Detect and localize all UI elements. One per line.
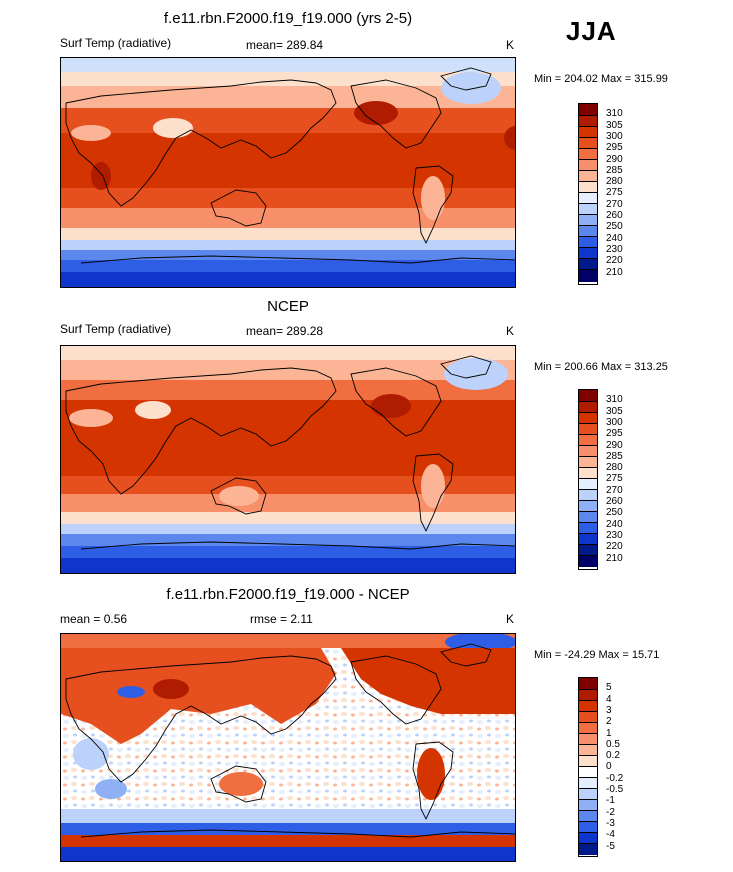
panel3-colorbar-tick: -4 (606, 829, 615, 840)
panel1-variable: Surf Temp (radiative) (60, 36, 172, 50)
panel2-colorbar-tick: 285 (606, 451, 623, 462)
panel1-colorbar-tick: 305 (606, 120, 623, 131)
panel3-colorbar (578, 677, 598, 857)
panel2-colorbar-tick: 250 (606, 507, 623, 518)
panel1-colorbar-tick: 310 (606, 108, 623, 119)
panel1-colorbar-tick: 210 (606, 267, 623, 278)
panel3-rmse: rmse = 2.11 (250, 612, 313, 626)
panel3-colorbar-tick: -0.5 (606, 784, 624, 795)
panel3-colorbar-tick: 2 (606, 716, 612, 727)
panel1-colorbar-tick: 295 (606, 142, 623, 153)
panel1-colorbar-tick: 270 (606, 199, 623, 210)
panel3-minmax: Min = -24.29 Max = 15.71 (534, 649, 660, 661)
panel3-map (60, 633, 516, 862)
panel2-minmax: Min = 200.66 Max = 313.25 (534, 361, 668, 373)
panel3-map-graphic (61, 634, 515, 861)
panel2-colorbar-tick: 310 (606, 394, 623, 405)
panel2-colorbar-tick: 290 (606, 440, 623, 451)
panel1-colorbar-tick: 240 (606, 233, 623, 244)
panel3-colorbar-tick: 0.5 (606, 739, 620, 750)
panel2-variable: Surf Temp (radiative) (60, 322, 172, 336)
panel2-colorbar-tick: 280 (606, 462, 623, 473)
panel2-title: NCEP (267, 298, 309, 315)
panel3-colorbar-tick: 3 (606, 705, 612, 716)
panel2-mean: mean= 289.28 (246, 324, 324, 338)
panel3-colorbar-tick: -5 (606, 841, 615, 852)
panel2-colorbar-tick: 275 (606, 473, 623, 484)
panel2-colorbar-tick: 300 (606, 417, 623, 428)
panel2-colorbar-tick: 260 (606, 496, 623, 507)
panel3-title: f.e11.rbn.F2000.f19_f19.000 - NCEP (166, 586, 410, 603)
panel2-colorbar-tick: 295 (606, 428, 623, 439)
panel1-colorbar-tick: 260 (606, 210, 623, 221)
panel1-units: K (506, 38, 515, 52)
panel2-units: K (506, 324, 515, 338)
panel3-colorbar-tick: -1 (606, 795, 615, 806)
panel3-colorbar-tick: 5 (606, 682, 612, 693)
panel3-colorbar-tick: 0.2 (606, 750, 620, 761)
panel2-colorbar-tick: 305 (606, 406, 623, 417)
panel1-minmax: Min = 204.02 Max = 315.99 (534, 73, 668, 85)
panel1-colorbar-tick: 230 (606, 244, 623, 255)
panel2-colorbar-tick: 210 (606, 553, 623, 564)
panel1-colorbar-tick: 285 (606, 165, 623, 176)
panel1-colorbar-tick: 300 (606, 131, 623, 142)
panel2-colorbar-tick: 270 (606, 485, 623, 496)
panel1-colorbar (578, 103, 598, 285)
panel3-colorbar-tick: -0.2 (606, 773, 624, 784)
panel1-colorbar-tick: 220 (606, 255, 623, 266)
panel1-colorbar-tick: 290 (606, 154, 623, 165)
panel3-colorbar-tick: -3 (606, 818, 615, 829)
panel2-colorbar-tick: 240 (606, 519, 623, 530)
panel1-colorbar-tick: 250 (606, 221, 623, 232)
panel2-colorbar (578, 389, 598, 570)
season-label: JJA (566, 16, 617, 46)
panel2-colorbar-tick: 230 (606, 530, 623, 541)
panel3-colorbar-tick: 4 (606, 694, 612, 705)
panel2-colorbar-tick: 220 (606, 541, 623, 552)
panel2-map (60, 345, 516, 574)
panel1-colorbar-tick: 275 (606, 187, 623, 198)
panel3-units: K (506, 612, 515, 626)
panel1-map-graphic (61, 58, 515, 287)
panel1-title: f.e11.rbn.F2000.f19_f19.000 (yrs 2-5) (163, 10, 413, 27)
panel3-colorbar-tick: 1 (606, 728, 612, 739)
panel1-map (60, 57, 516, 288)
panel3-mean: mean = 0.56 (60, 612, 128, 626)
panel1-mean: mean= 289.84 (246, 38, 324, 52)
panel1-colorbar-tick: 280 (606, 176, 623, 187)
panel3-colorbar-tick: 0 (606, 761, 612, 772)
panel3-colorbar-tick: -2 (606, 807, 615, 818)
panel2-map-graphic (61, 346, 515, 573)
